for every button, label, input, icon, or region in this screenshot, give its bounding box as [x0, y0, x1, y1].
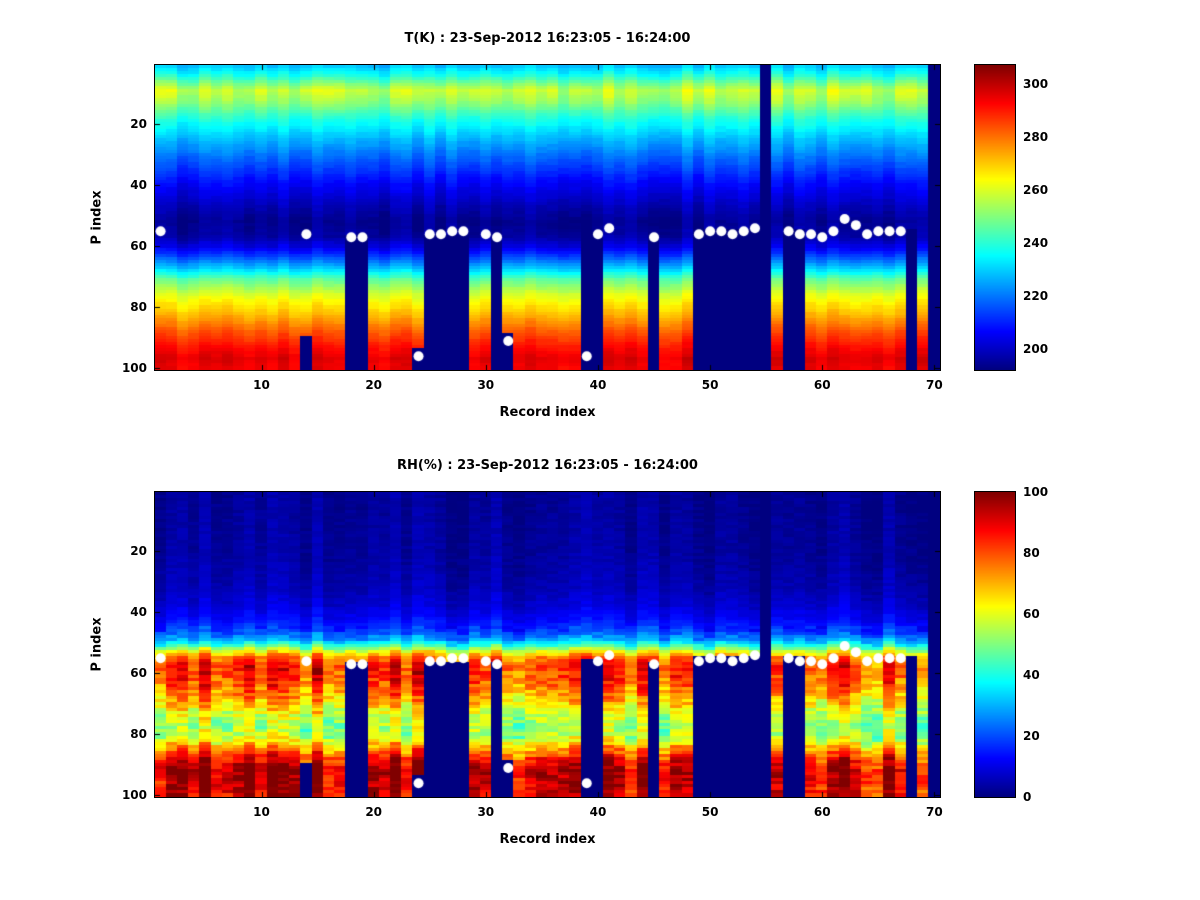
humidity-x-axis-label: Record index: [499, 832, 596, 847]
y-tick-label: 20: [130, 544, 147, 559]
colorbar-tick-label: 20: [1023, 729, 1040, 743]
colorbar-tick-label: 300: [1023, 76, 1049, 91]
colorbar-tick-label: 60: [1023, 607, 1040, 621]
temperature-title: T(K) : 23-Sep-2012 16:23:05 - 16:24:00: [404, 31, 691, 46]
y-tick-label: 100: [121, 361, 147, 376]
temperature-heatmap: [154, 64, 941, 371]
x-tick-label: 30: [477, 378, 495, 392]
colorbar-tick-label: 0: [1023, 790, 1032, 804]
y-tick-label: 100: [121, 788, 147, 803]
x-tick-label: 10: [253, 805, 270, 819]
colorbar-tick-label: 220: [1023, 288, 1049, 303]
x-tick-label: 40: [589, 378, 607, 392]
x-tick-label: 60: [813, 805, 831, 819]
colorbar-tick-label: 40: [1023, 668, 1040, 682]
colorbar-tick-label: 100: [1023, 485, 1049, 499]
colorbar-tick-label: 240: [1023, 235, 1049, 250]
x-tick-label: 50: [701, 805, 719, 819]
y-tick-label: 60: [130, 666, 147, 681]
humidity-y-axis-label: P index: [89, 617, 105, 672]
x-tick-label: 60: [813, 378, 831, 392]
colorbar-tick-label: 280: [1023, 129, 1049, 144]
x-tick-label: 20: [365, 378, 383, 392]
x-tick-label: 30: [477, 805, 495, 819]
y-tick-label: 20: [130, 117, 147, 132]
colorbar-tick-label: 200: [1023, 341, 1049, 356]
x-tick-label: 70: [926, 805, 943, 819]
humidity-colorbar: [974, 491, 1016, 798]
temperature-colorbar: [974, 64, 1016, 371]
y-tick-label: 80: [130, 727, 147, 742]
y-tick-label: 80: [130, 300, 147, 315]
humidity-heatmap: [154, 491, 941, 798]
colorbar-tick-label: 260: [1023, 182, 1049, 197]
x-tick-label: 40: [589, 805, 607, 819]
y-tick-label: 40: [130, 605, 147, 620]
colorbar-tick-label: 80: [1023, 546, 1040, 560]
x-tick-label: 20: [365, 805, 383, 819]
humidity-title: RH(%) : 23-Sep-2012 16:23:05 - 16:24:00: [397, 458, 698, 473]
y-tick-label: 40: [130, 178, 147, 193]
x-tick-label: 50: [701, 378, 719, 392]
y-tick-label: 60: [130, 239, 147, 254]
x-tick-label: 10: [253, 378, 270, 392]
x-tick-label: 70: [926, 378, 943, 392]
temperature-y-axis-label: P index: [89, 190, 105, 245]
temperature-x-axis-label: Record index: [499, 405, 596, 420]
